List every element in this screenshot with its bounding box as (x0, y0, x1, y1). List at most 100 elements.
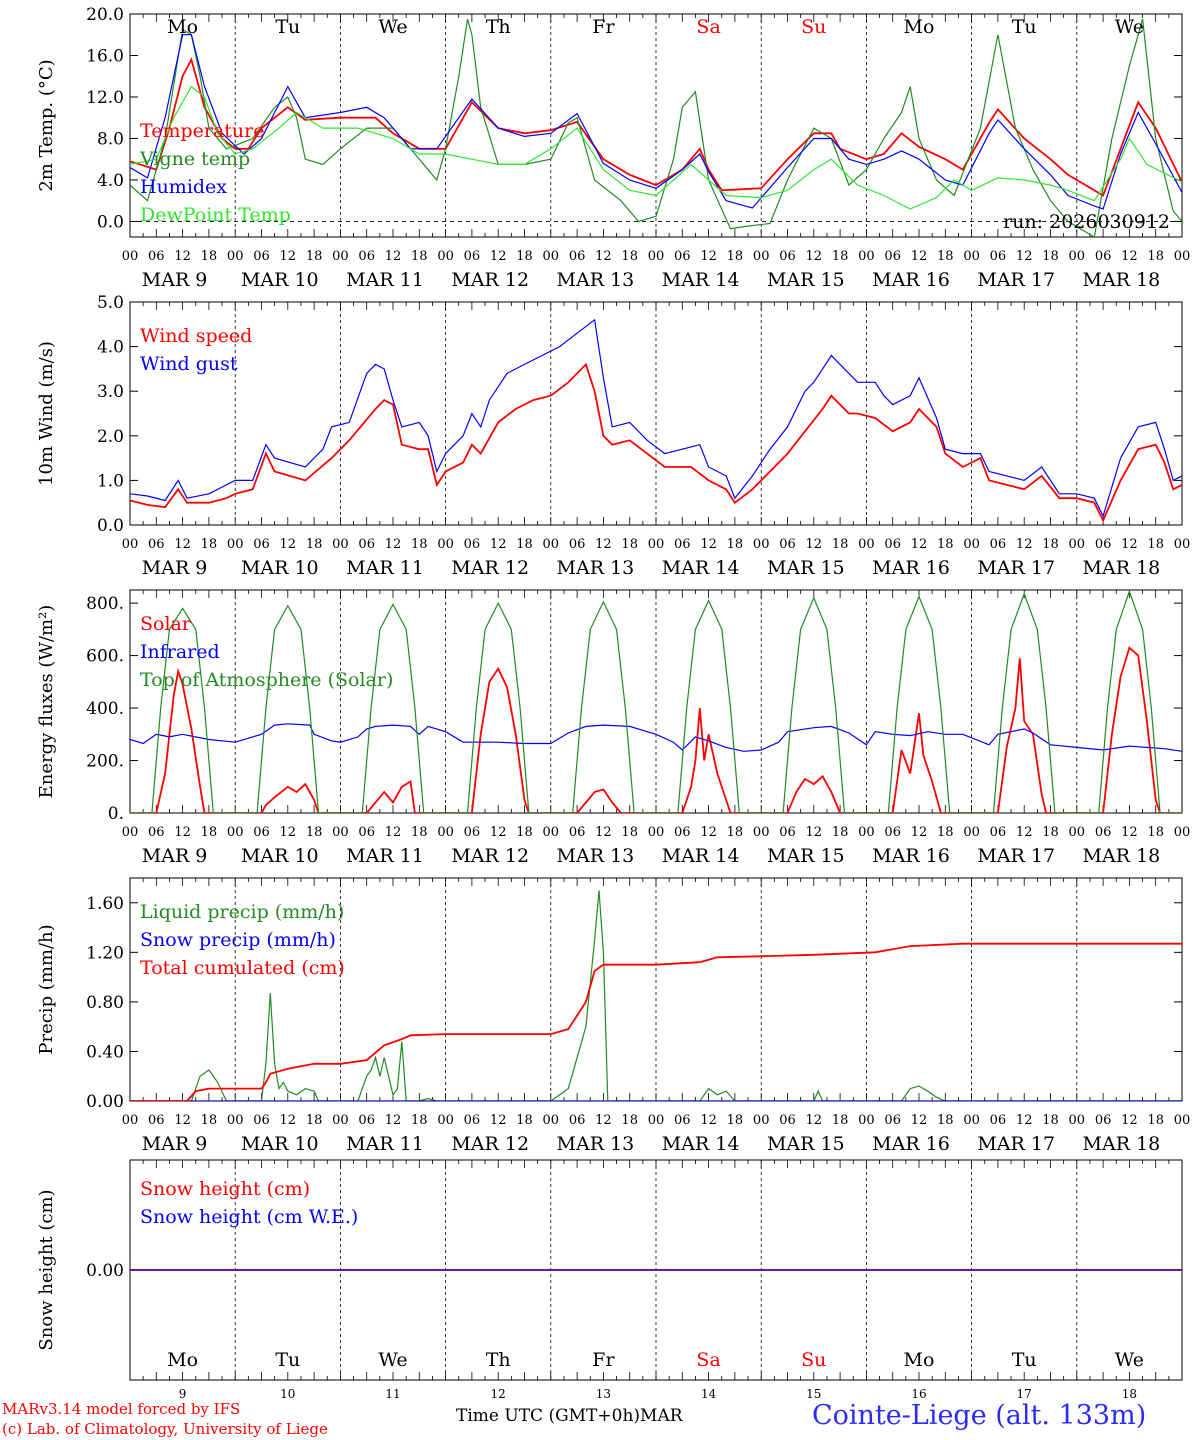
hour-tick-label: 00 (332, 1113, 349, 1128)
date-number: 10 (280, 1387, 295, 1400)
weekday-label: Sa (696, 1349, 720, 1371)
date-label: MAR 9 (142, 269, 208, 291)
hour-tick-label: 18 (201, 537, 218, 552)
hour-tick-label: 12 (1016, 1113, 1033, 1128)
series-line-green (130, 590, 1182, 813)
y-tick-label: 4.0 (97, 171, 124, 191)
hour-tick-label: 18 (937, 249, 954, 264)
y-tick-label: 2.0 (97, 427, 124, 447)
date-number: 17 (1017, 1387, 1032, 1400)
legend-entry: Top of Atmosphere (Solar) (140, 669, 393, 691)
legend-entry: Temperature (140, 120, 264, 142)
hour-tick-label: 06 (1095, 249, 1112, 264)
series-line-red (130, 942, 1182, 1101)
month-label: MAR (640, 1406, 683, 1426)
hour-tick-label: 06 (253, 825, 270, 840)
hour-tick-label: 18 (411, 537, 428, 552)
date-label: MAR 10 (241, 557, 319, 579)
hour-tick-label: 12 (595, 537, 612, 552)
legend-entry: DewPoint Temp (140, 204, 291, 226)
time-axis-label: Time UTC (GMT+0h)MAR (456, 1406, 683, 1426)
date-number: 15 (806, 1387, 821, 1400)
date-number: 11 (385, 1387, 400, 1400)
y-tick-label: 3.0 (97, 382, 124, 402)
hour-tick-label: 18 (411, 249, 428, 264)
date-label: MAR 13 (557, 845, 635, 867)
hour-tick-label: 12 (595, 825, 612, 840)
plot-frame (129, 301, 1183, 526)
date-label: MAR 17 (977, 845, 1055, 867)
hour-tick-label: 00 (332, 537, 349, 552)
hour-tick-label: 00 (227, 249, 244, 264)
hour-tick-label: 06 (464, 1113, 481, 1128)
date-label: MAR 18 (1083, 557, 1161, 579)
date-label: MAR 11 (346, 557, 424, 579)
date-label: MAR 16 (872, 269, 950, 291)
weekday-label: Mo (167, 16, 198, 38)
hour-tick-label: 12 (174, 249, 191, 264)
weekday-label: Th (486, 16, 511, 38)
hour-tick-label: 06 (990, 1113, 1007, 1128)
date-label: MAR 9 (142, 1133, 208, 1155)
weekday-label: Su (801, 16, 826, 38)
y-axis-label: 2m Temp. (°C) (36, 59, 57, 191)
hour-tick-label: 06 (1095, 1113, 1112, 1128)
series-line-green (130, 890, 1182, 1101)
date-number: 14 (701, 1387, 717, 1400)
hour-tick-label: 00 (543, 537, 560, 552)
hour-tick-label: 12 (1016, 249, 1033, 264)
hour-tick-label: 06 (464, 249, 481, 264)
hour-tick-label: 06 (779, 249, 796, 264)
legend-entry: Liquid precip (mm/h) (140, 901, 344, 923)
series-line-blue (130, 318, 1182, 518)
hour-tick-label: 18 (516, 537, 533, 552)
hour-tick-label: 18 (1147, 249, 1164, 264)
legend-entry: Infrared (140, 641, 220, 663)
hour-tick-label: 06 (779, 1113, 796, 1128)
hour-tick-label: 06 (148, 537, 165, 552)
y-tick-label: 0.00 (86, 1092, 124, 1112)
hour-tick-label: 18 (201, 825, 218, 840)
date-number: 18 (1122, 1387, 1137, 1400)
y-tick-label: 1.20 (86, 943, 124, 963)
series-line-red (130, 362, 1182, 523)
hour-tick-label: 06 (990, 537, 1007, 552)
hour-tick-label: 18 (1042, 1113, 1059, 1128)
hour-tick-label: 18 (937, 1113, 954, 1128)
y-tick-label: 0.00 (86, 1261, 124, 1281)
hour-tick-label: 06 (674, 249, 691, 264)
hour-tick-label: 12 (1121, 249, 1138, 264)
weekday-label: Th (486, 1349, 511, 1371)
hour-tick-label: 00 (963, 249, 980, 264)
hour-tick-label: 18 (306, 537, 323, 552)
hour-tick-label: 06 (569, 1113, 586, 1128)
hour-tick-label: 06 (884, 1113, 901, 1128)
hour-tick-label: 00 (1174, 249, 1191, 264)
date-label: MAR 12 (451, 1133, 529, 1155)
hour-tick-label: 00 (227, 537, 244, 552)
hour-tick-label: 00 (227, 1113, 244, 1128)
legend-entry: Total cumulated (cm) (140, 957, 345, 979)
date-label: MAR 14 (662, 557, 740, 579)
hour-tick-label: 00 (648, 537, 665, 552)
panel-5: 0.00 Snow height (cm) Snow height (cm) Snow… (36, 1159, 1183, 1400)
date-label: MAR 16 (872, 845, 950, 867)
hour-tick-label: 12 (806, 825, 823, 840)
date-label: MAR 15 (767, 269, 845, 291)
hour-tick-label: 18 (727, 1113, 744, 1128)
hour-tick-label: 12 (385, 249, 402, 264)
weekday-label: Mo (904, 16, 935, 38)
y-tick-label: 0.40 (86, 1042, 124, 1062)
hour-tick-label: 12 (700, 825, 717, 840)
hour-tick-label: 12 (911, 537, 928, 552)
y-tick-label: 600. (86, 647, 124, 667)
hour-tick-label: 12 (1121, 1113, 1138, 1128)
hour-tick-label: 06 (990, 249, 1007, 264)
hour-tick-label: 18 (727, 825, 744, 840)
hour-tick-label: 06 (464, 825, 481, 840)
date-label: MAR 14 (662, 269, 740, 291)
hour-tick-label: 18 (937, 825, 954, 840)
hour-tick-label: 12 (911, 1113, 928, 1128)
lab-credit: (c) Lab. of Climatology, University of L… (2, 1420, 328, 1438)
hour-tick-label: 06 (569, 825, 586, 840)
